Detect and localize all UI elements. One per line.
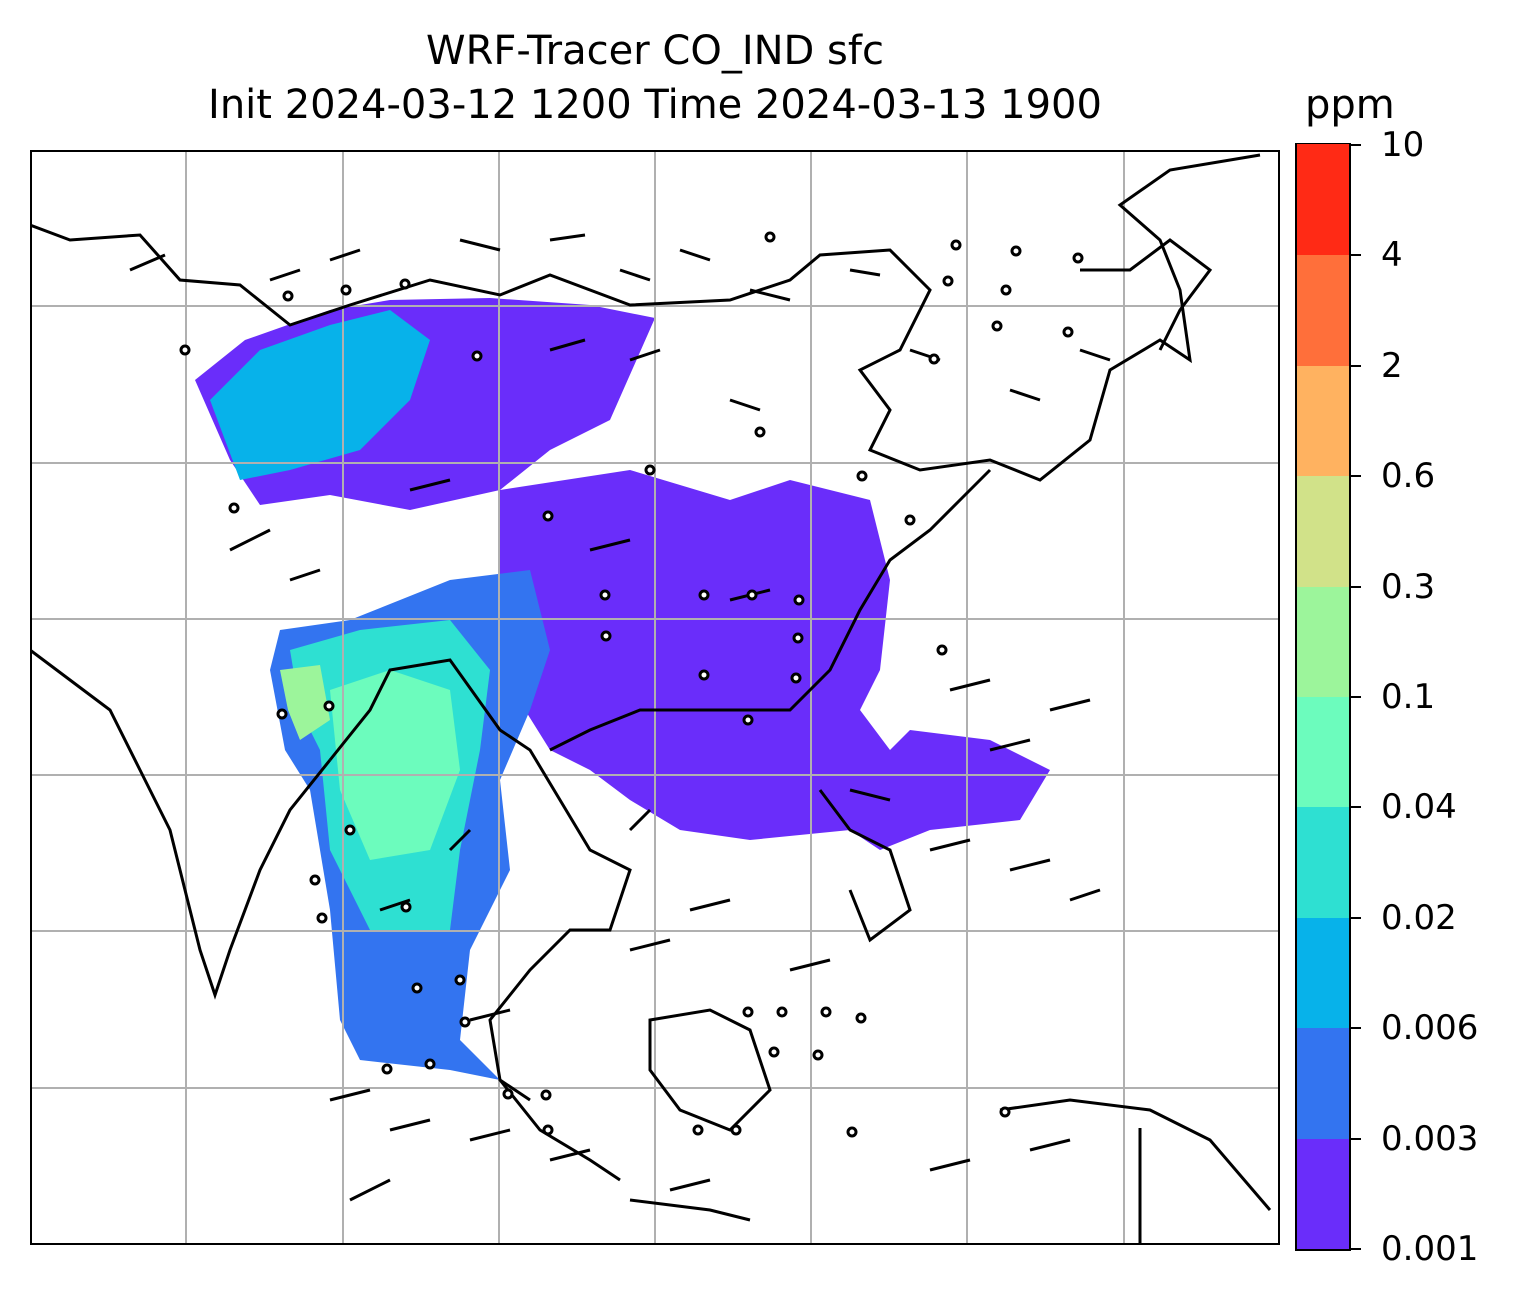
coast-china-east: [549, 468, 992, 752]
colorbar-segment: [1297, 696, 1349, 808]
field-core-north: [210, 310, 430, 480]
colorbar-tick-label: 0.6: [1381, 456, 1436, 497]
colorbar-units: ppm: [1305, 82, 1395, 128]
colorbar-tick-label: 4: [1381, 235, 1403, 276]
colorbar-segment: [1297, 1027, 1349, 1139]
colorbar-tick-label: 0.001: [1381, 1229, 1479, 1269]
colorbar-tick: [1351, 254, 1361, 257]
colorbar: [1295, 143, 1351, 1251]
colorbar-tick-label: 0.003: [1381, 1118, 1479, 1159]
tracer-field: [195, 298, 1050, 1080]
coast-borneo: [648, 1008, 772, 1132]
field-peak-west: [280, 665, 330, 740]
coastlines: [30, 153, 1272, 1245]
map-canvas: [30, 150, 1280, 1245]
colorbar-segment: [1297, 1138, 1349, 1249]
colorbar-tick: [1351, 144, 1361, 146]
coast-indochina: [328, 658, 632, 1102]
colorbar-tick: [1351, 1027, 1361, 1030]
colorbar-segment: [1297, 254, 1349, 366]
colorbar-segment: [1297, 917, 1349, 1029]
map-panel: [30, 150, 1280, 1245]
coast-sumatra: [498, 1079, 621, 1182]
coast-japan: [1080, 238, 1213, 351]
colorbar-tick: [1351, 364, 1361, 367]
colorbar-tick-label: 0.3: [1381, 566, 1436, 607]
colorbar-tick: [1351, 585, 1361, 588]
colorbar-tick-label: 0.006: [1381, 1008, 1479, 1049]
wind-barbs: [129, 233, 1111, 1202]
colorbar-tick: [1351, 1248, 1361, 1250]
map-title: WRF-Tracer CO_IND sfc: [426, 28, 884, 74]
calm-markers: [179, 231, 1084, 1138]
colorbar-tick: [1351, 916, 1361, 919]
map-border: [30, 150, 1280, 1245]
colorbar-tick: [1351, 696, 1361, 698]
gridlines: [30, 150, 1280, 1245]
colorbar-tick-label: 0.1: [1381, 677, 1436, 717]
colorbar-segment: [1297, 144, 1349, 256]
colorbar-tick-label: 2: [1381, 345, 1403, 386]
coast-north-asia: [30, 153, 1261, 482]
map-subtitle: Init 2024-03-12 1200 Time 2024-03-13 190…: [208, 82, 1102, 128]
colorbar-segment: [1297, 806, 1349, 918]
coast-java: [629, 1198, 751, 1222]
coast-newguinea: [999, 1098, 1272, 1211]
colorbar-segment: [1297, 365, 1349, 477]
field-region-east: [500, 470, 1050, 850]
coast-philippines: [818, 789, 912, 943]
colorbar-tick-label: 0.02: [1381, 897, 1457, 938]
colorbar-tick: [1351, 1137, 1361, 1140]
colorbar-segment: [1297, 475, 1349, 587]
colorbar-segment: [1297, 586, 1349, 697]
colorbar-tick: [1351, 806, 1361, 809]
colorbar-tick-label: 10: [1381, 125, 1425, 165]
coast-india: [30, 648, 332, 1000]
colorbar-tick: [1351, 475, 1361, 478]
colorbar-tick-label: 0.04: [1381, 787, 1457, 828]
